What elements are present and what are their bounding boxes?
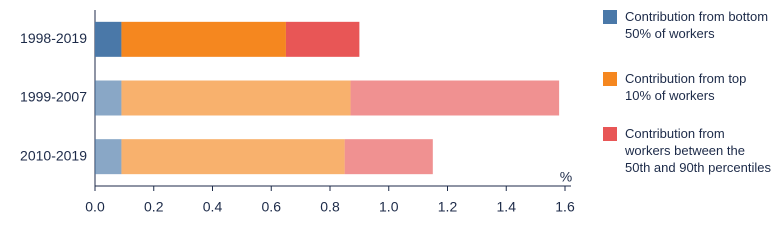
- legend-label: Contribution from workers between the 50…: [625, 126, 771, 175]
- x-tick-label: 0.4: [203, 199, 223, 215]
- x-tick-label: 0.2: [144, 199, 164, 215]
- bar-segment: [285, 21, 360, 57]
- bar-segment: [95, 21, 122, 57]
- bar-segment: [95, 80, 122, 116]
- x-tick-label: 0.0: [85, 199, 105, 215]
- x-tick-label: 0.6: [262, 199, 282, 215]
- legend-swatch: [603, 10, 617, 24]
- legend-swatch: [603, 127, 617, 141]
- bar-segment: [95, 139, 122, 175]
- y-tick-label: 2010-2019: [20, 147, 87, 163]
- legend-label: Contribution from top 10% of workers: [625, 71, 747, 103]
- x-tick-label: 1.0: [379, 199, 399, 215]
- bar-segment: [121, 139, 345, 175]
- chart-svg: % 0.0 0.2 0.4 0.6 0.8 1.0 1.2 1.4 1.6 1998-2019 19…: [20, 10, 575, 215]
- y-tick-label: 1998-2019: [20, 30, 87, 46]
- x-tick-label: 1.6: [555, 199, 575, 215]
- bar-segment: [344, 139, 433, 175]
- y-tick-label: 1999-2007: [20, 89, 87, 105]
- x-tick-label: 0.8: [320, 199, 340, 215]
- bar-segment: [121, 21, 286, 57]
- legend-swatch: [603, 72, 617, 86]
- bar-segment: [350, 80, 560, 116]
- bar-segment: [121, 80, 351, 116]
- legend-label: Contribution from bottom 50% of workers: [625, 9, 769, 41]
- x-axis-label: %: [560, 169, 572, 185]
- x-tick-label: 1.2: [438, 199, 458, 215]
- x-tick-label: 1.4: [497, 199, 517, 215]
- chart: % 0.0 0.2 0.4 0.6 0.8 1.0 1.2 1.4 1.6 1998-2019 19…: [20, 9, 771, 215]
